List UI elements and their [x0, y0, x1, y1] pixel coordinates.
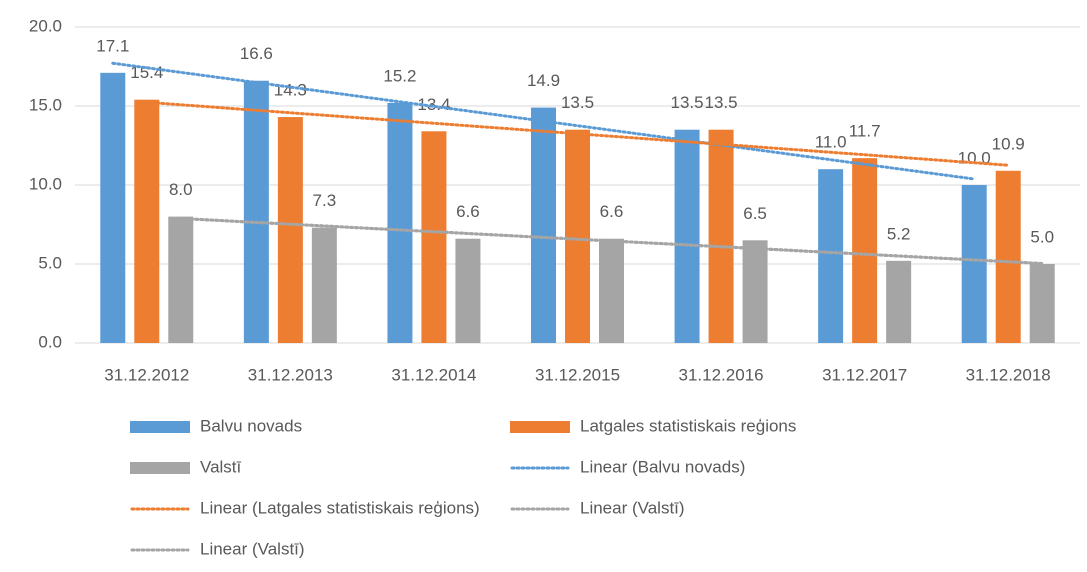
bar	[311, 227, 337, 343]
legend-label: Linear (Valstī)	[200, 539, 305, 558]
bar	[886, 260, 912, 343]
data-label: 13.4	[417, 95, 450, 114]
legend-label: Balvu novads	[200, 416, 302, 435]
bar	[168, 216, 194, 343]
data-label: 13.5	[705, 93, 738, 112]
x-tick-label: 31.12.2014	[391, 365, 476, 384]
legend-label: Linear (Latgales statistiskais reģions)	[200, 498, 480, 517]
data-label: 10.9	[992, 134, 1025, 153]
data-label: 6.6	[456, 202, 480, 221]
legend-swatch	[130, 462, 190, 474]
x-tick-label: 31.12.2015	[535, 365, 620, 384]
trendline	[111, 61, 976, 181]
bar	[531, 107, 556, 343]
bar	[995, 170, 1021, 343]
y-tick-label: 5.0	[38, 253, 62, 272]
bar	[1029, 264, 1055, 343]
x-tick-label: 31.12.2016	[679, 365, 764, 384]
y-tick-label: 15.0	[29, 95, 62, 114]
bar	[742, 240, 768, 343]
data-label: 15.2	[383, 66, 416, 85]
data-label: 7.3	[313, 191, 337, 210]
data-label: 17.1	[96, 36, 129, 55]
bar	[277, 117, 303, 343]
data-label: 5.2	[887, 224, 911, 243]
data-label: 13.5	[671, 93, 704, 112]
bar	[708, 129, 734, 343]
data-label: 16.6	[240, 44, 273, 63]
bar	[818, 169, 844, 343]
y-tick-label: 10.0	[29, 174, 62, 193]
bar	[455, 238, 481, 343]
data-label: 8.0	[169, 180, 193, 199]
x-tick-label: 31.12.2018	[966, 365, 1051, 384]
data-label: 14.9	[527, 71, 560, 90]
bar	[421, 131, 447, 343]
bar	[599, 238, 624, 343]
y-tick-label: 20.0	[29, 16, 62, 35]
data-label: 11.0	[815, 133, 847, 152]
bar	[134, 99, 160, 344]
legend-label: Linear (Balvu novads)	[580, 457, 745, 476]
bar	[674, 129, 700, 343]
trendline	[145, 100, 1010, 167]
data-label: 13.5	[561, 93, 594, 112]
legend-swatch	[130, 421, 190, 433]
legend-swatch	[510, 421, 570, 433]
legend-label: Valstī	[200, 457, 242, 476]
x-tick-label: 31.12.2012	[104, 365, 189, 384]
bar	[243, 80, 269, 343]
data-label: 6.6	[600, 202, 624, 221]
legend-label: Latgales statistiskais reģions	[580, 416, 796, 435]
x-tick-label: 31.12.2017	[822, 365, 907, 384]
data-label: 5.0	[1030, 227, 1054, 246]
legend-label: Linear (Valstī)	[580, 498, 685, 517]
y-tick-label: 0.0	[38, 332, 62, 351]
data-label: 11.7	[849, 122, 881, 141]
bar	[852, 158, 878, 343]
bar	[387, 102, 413, 343]
trendline	[179, 216, 1044, 265]
bar	[961, 185, 987, 343]
bar	[565, 129, 590, 343]
bar	[100, 72, 126, 343]
data-label: 6.5	[743, 204, 767, 223]
x-tick-label: 31.12.2013	[248, 365, 333, 384]
